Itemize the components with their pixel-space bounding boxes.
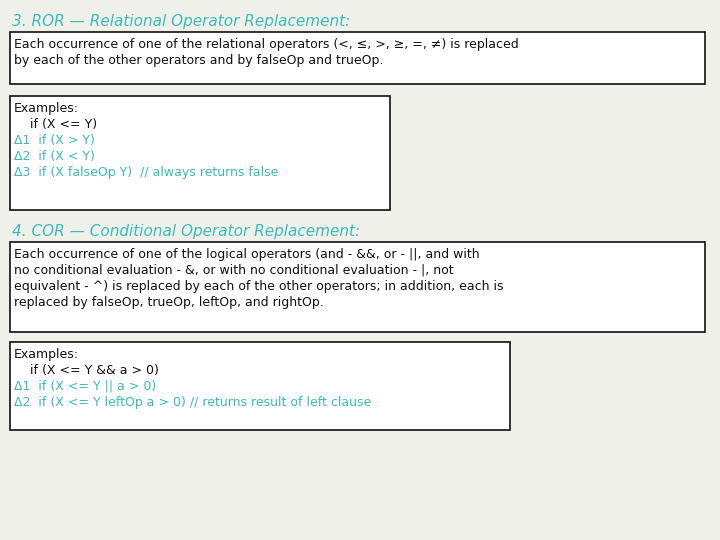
Text: Each occurrence of one of the relational operators (<, ≤, >, ≥, =, ≠) is replace: Each occurrence of one of the relational…	[14, 38, 518, 51]
Text: Δ3  if (X falseOp Y)  // always returns false: Δ3 if (X falseOp Y) // always returns fa…	[14, 166, 279, 179]
Text: no conditional evaluation - &, or with no conditional evaluation - |, not: no conditional evaluation - &, or with n…	[14, 264, 454, 277]
Text: Examples:: Examples:	[14, 102, 79, 115]
Text: by each of the other operators and by falseOp and trueOp.: by each of the other operators and by fa…	[14, 54, 383, 67]
Text: 4. COR — Conditional Operator Replacement:: 4. COR — Conditional Operator Replacemen…	[12, 224, 360, 239]
FancyBboxPatch shape	[10, 242, 705, 332]
Text: Each occurrence of one of the logical operators (and - &&, or - ||, and with: Each occurrence of one of the logical op…	[14, 248, 480, 261]
Text: replaced by falseOp, trueOp, leftOp, and rightOp.: replaced by falseOp, trueOp, leftOp, and…	[14, 296, 324, 309]
FancyBboxPatch shape	[10, 96, 390, 210]
FancyBboxPatch shape	[10, 32, 705, 84]
Text: Δ1  if (X > Y): Δ1 if (X > Y)	[14, 134, 95, 147]
Text: if (X <= Y && a > 0): if (X <= Y && a > 0)	[14, 364, 159, 377]
Text: equivalent - ^) is replaced by each of the other operators; in addition, each is: equivalent - ^) is replaced by each of t…	[14, 280, 503, 293]
Text: if (X <= Y): if (X <= Y)	[14, 118, 97, 131]
Text: Δ2  if (X <= Y leftOp a > 0) // returns result of left clause: Δ2 if (X <= Y leftOp a > 0) // returns r…	[14, 396, 372, 409]
Text: Examples:: Examples:	[14, 348, 79, 361]
FancyBboxPatch shape	[10, 342, 510, 430]
Text: Δ1  if (X <= Y || a > 0): Δ1 if (X <= Y || a > 0)	[14, 380, 156, 393]
Text: Δ2  if (X < Y): Δ2 if (X < Y)	[14, 150, 95, 163]
Text: 3. ROR — Relational Operator Replacement:: 3. ROR — Relational Operator Replacement…	[12, 14, 350, 29]
